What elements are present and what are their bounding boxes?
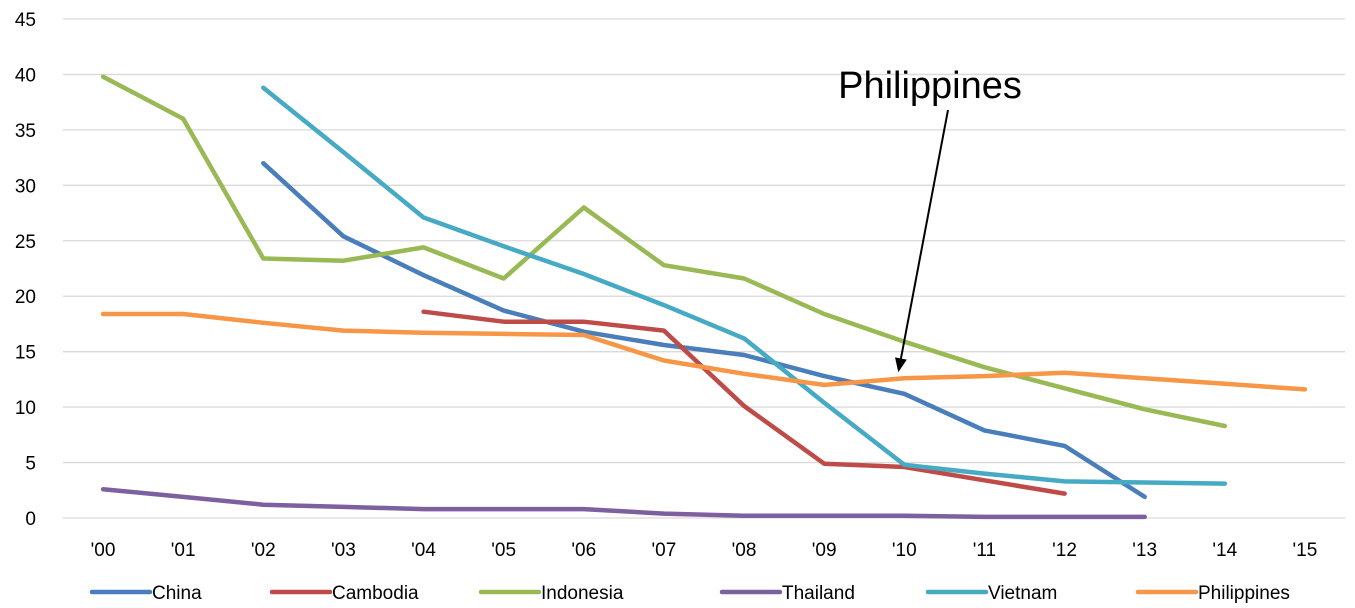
legend-label-thailand: Thailand bbox=[782, 583, 855, 604]
legend-label-cambodia: Cambodia bbox=[332, 583, 419, 604]
y-tick-label: 25 bbox=[15, 232, 36, 253]
x-tick-label: '11 bbox=[973, 540, 996, 561]
x-tick-label: '00 bbox=[91, 540, 116, 561]
y-tick-label: 45 bbox=[15, 10, 36, 31]
series-line-philippines bbox=[100, 311, 1308, 392]
x-tick-label: '10 bbox=[892, 540, 917, 561]
legend-label-philippines: Philippines bbox=[1198, 583, 1290, 604]
legend-label-china: China bbox=[152, 583, 202, 604]
x-tick-label: '08 bbox=[732, 540, 757, 561]
x-tick-label: '05 bbox=[491, 540, 516, 561]
annotation-label: Philippines bbox=[838, 65, 1022, 107]
series-line-thailand bbox=[100, 486, 1147, 520]
legend-label-vietnam: Vietnam bbox=[988, 583, 1057, 604]
series-line-vietnam bbox=[261, 85, 1228, 486]
x-tick-label: '01 bbox=[171, 540, 196, 561]
x-tick-label: '07 bbox=[652, 540, 677, 561]
y-tick-label: 30 bbox=[15, 176, 36, 197]
y-tick-label: 0 bbox=[25, 509, 36, 530]
x-tick-label: '14 bbox=[1212, 540, 1237, 561]
y-tick-label: 40 bbox=[15, 65, 36, 86]
y-tick-label: 35 bbox=[15, 121, 36, 142]
annotation-arrow bbox=[899, 109, 949, 359]
series-line-china bbox=[261, 160, 1147, 500]
x-tick-label: '13 bbox=[1132, 540, 1157, 561]
y-tick-label: 10 bbox=[15, 398, 36, 419]
y-tick-label: 20 bbox=[15, 287, 36, 308]
y-tick-label: 15 bbox=[15, 343, 36, 364]
x-tick-label: '02 bbox=[251, 540, 276, 561]
annotation: Philippines bbox=[838, 65, 1022, 373]
y-axis-ticks: 0 5 10 15 20 25 30 35 40 45 bbox=[15, 10, 36, 530]
series-lines bbox=[100, 74, 1308, 520]
x-axis-ticks: '00 '01 '02 '03 '04 '05 '06 '07 '08 '09 '10 '11 '12 '… bbox=[91, 540, 1318, 561]
legend-label-indonesia: Indonesia bbox=[541, 583, 624, 604]
legend: China Cambodia Indonesia Thailand Vietnam Phi… bbox=[89, 583, 1290, 604]
x-tick-label: '06 bbox=[571, 540, 596, 561]
x-tick-label: '04 bbox=[411, 540, 436, 561]
series-line-cambodia bbox=[421, 309, 1067, 496]
x-tick-label: '09 bbox=[812, 540, 837, 561]
series-line-indonesia bbox=[100, 74, 1228, 429]
x-tick-label: '03 bbox=[331, 540, 356, 561]
y-tick-label: 5 bbox=[25, 454, 36, 475]
gridlines bbox=[63, 18, 1345, 519]
x-tick-label: '15 bbox=[1293, 540, 1318, 561]
x-tick-label: '12 bbox=[1052, 540, 1077, 561]
annotation-arrowhead bbox=[895, 357, 907, 373]
